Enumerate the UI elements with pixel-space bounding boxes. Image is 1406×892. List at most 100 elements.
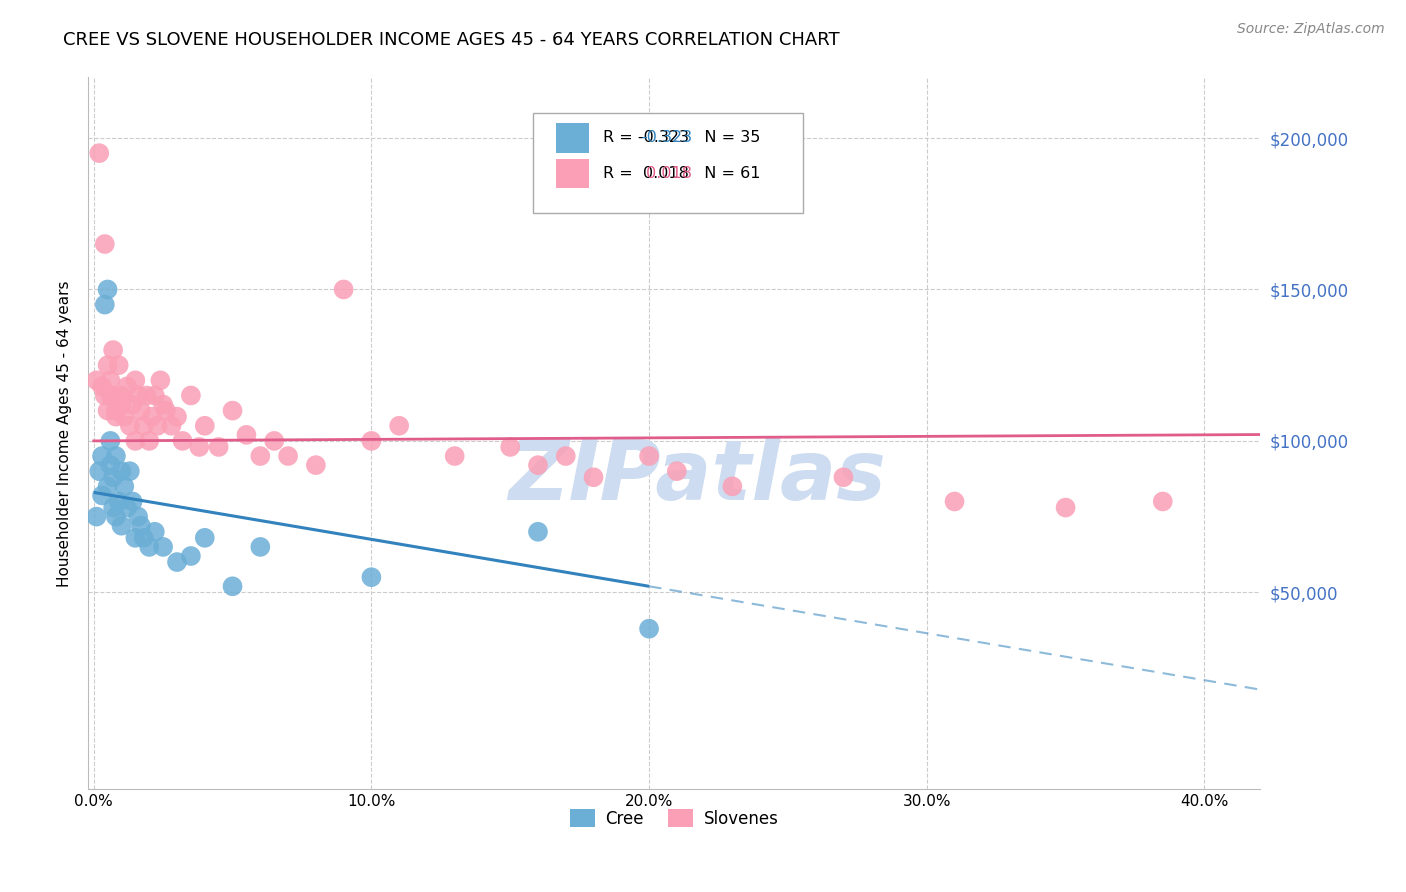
Point [143,524,166,539]
Point [249,449,271,463]
Point [263,434,285,448]
Point [115,500,138,515]
Point [277,449,299,463]
Point [101,470,124,484]
Point [152,398,174,412]
Point [149,373,172,387]
Point [332,283,354,297]
Text: CREE VS SLOVENE HOUSEHOLDER INCOME AGES 45 - 64 YEARS CORRELATION CHART: CREE VS SLOVENE HOUSEHOLDER INCOME AGES … [63,31,839,49]
Point [104,509,127,524]
Point [194,418,217,433]
Point [1152,494,1174,508]
Point [104,403,127,417]
Point [98,458,121,472]
Point [97,358,120,372]
Point [527,458,550,472]
Point [180,549,202,563]
Point [86,509,108,524]
Point [554,449,576,463]
Point [110,518,132,533]
Legend: Cree, Slovenes: Cree, Slovenes [564,803,785,834]
Point [138,434,160,448]
Point [104,449,127,463]
Point [98,373,121,387]
Point [98,388,121,402]
Point [127,509,149,524]
Text: R = -0.323   N = 35: R = -0.323 N = 35 [603,130,761,145]
Point [112,409,135,424]
Point [86,373,108,387]
Point [124,373,146,387]
FancyBboxPatch shape [533,113,803,212]
Point [221,403,243,417]
Point [91,449,114,463]
Point [360,434,382,448]
Point [235,427,257,442]
Point [91,379,114,393]
Point [101,343,124,357]
Point [91,488,114,502]
Point [499,440,522,454]
Point [221,579,243,593]
Point [101,388,124,402]
Point [104,409,127,424]
Point [94,237,117,252]
Point [172,434,194,448]
Point [188,440,211,454]
Point [97,403,120,417]
Text: ZIPatlas: ZIPatlas [509,435,886,516]
Point [121,494,143,508]
Point [152,540,174,554]
Point [582,470,605,484]
Point [638,622,661,636]
Point [98,434,121,448]
Point [101,500,124,515]
Point [132,531,155,545]
Point [388,418,411,433]
Point [89,146,111,161]
Point [97,283,120,297]
Point [166,409,188,424]
FancyBboxPatch shape [555,123,589,153]
Point [180,388,202,402]
FancyBboxPatch shape [555,159,589,188]
Point [94,297,117,311]
Point [110,388,132,402]
Point [360,570,382,584]
Point [721,479,744,493]
Point [443,449,465,463]
Point [118,418,141,433]
Point [146,418,169,433]
Point [124,531,146,545]
Point [107,494,129,508]
Point [127,388,149,402]
Point [943,494,966,508]
Point [527,524,550,539]
Point [1054,500,1077,515]
Point [97,479,120,493]
Point [249,540,271,554]
Point [129,403,152,417]
Point [141,409,163,424]
Text: -0.323: -0.323 [641,130,692,145]
Point [638,449,661,463]
Point [110,464,132,478]
Point [155,403,177,417]
Point [135,388,157,402]
Point [665,464,688,478]
Point [124,434,146,448]
Point [115,379,138,393]
Text: 0.018: 0.018 [641,166,692,181]
Point [208,440,231,454]
Point [305,458,328,472]
Point [160,418,183,433]
Point [194,531,217,545]
Point [132,418,155,433]
Point [107,358,129,372]
Point [121,398,143,412]
Text: Source: ZipAtlas.com: Source: ZipAtlas.com [1237,22,1385,37]
Point [129,518,152,533]
Y-axis label: Householder Income Ages 45 - 64 years: Householder Income Ages 45 - 64 years [58,280,72,587]
Point [118,464,141,478]
Point [112,479,135,493]
